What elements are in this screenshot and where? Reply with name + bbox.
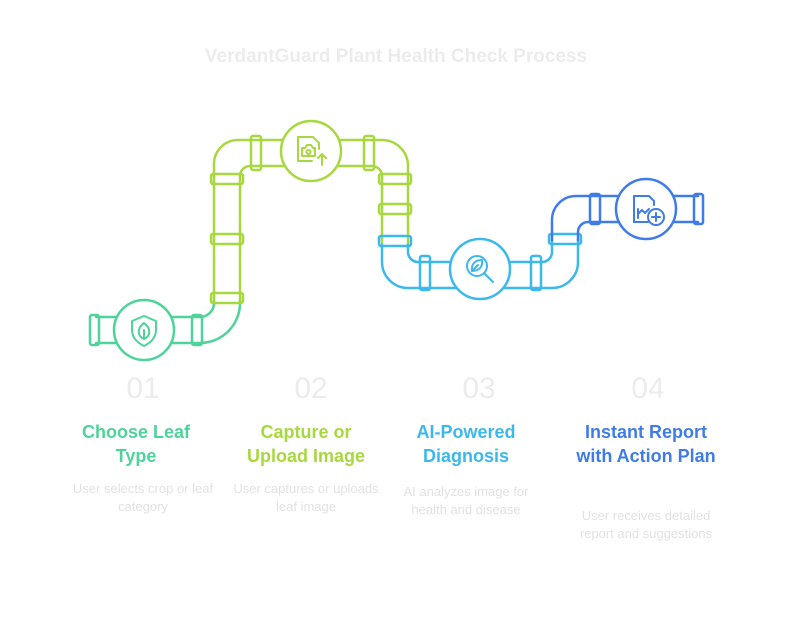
step-4-title: Instant Report with Action Plan (576, 422, 716, 466)
step-1-number: 01 (126, 372, 160, 405)
camera-upload-icon (297, 136, 327, 166)
step-1-node (112, 298, 176, 362)
step-3-node (448, 237, 512, 301)
report-add-icon (633, 195, 665, 226)
step-2-title: Capture or Upload Image (246, 422, 366, 466)
step-2-number: 02 (294, 372, 328, 405)
diagram-title: VerdantGuard Plant Health Check Process (204, 46, 588, 67)
step-3-number: 03 (462, 372, 496, 405)
step-1-title: Choose Leaf Type (81, 422, 191, 466)
step-3-description: AI analyzes image for health and disease (403, 484, 529, 517)
step-4-node (614, 177, 678, 241)
step-4-number: 04 (631, 372, 665, 405)
step-4-description: User receives detailed report and sugges… (579, 508, 713, 541)
leaf-shield-icon (131, 315, 157, 347)
pipe-segment-4 (550, 192, 705, 242)
step-2-description: User captures or uploads leaf image (233, 481, 379, 514)
leaf-magnifier-icon (466, 255, 494, 283)
pipe-segment-2 (209, 134, 413, 305)
step-2-node (279, 119, 343, 183)
step-3-title: AI-Powered Diagnosis (416, 422, 516, 466)
step-1-description: User selects crop or leaf category (72, 481, 214, 514)
